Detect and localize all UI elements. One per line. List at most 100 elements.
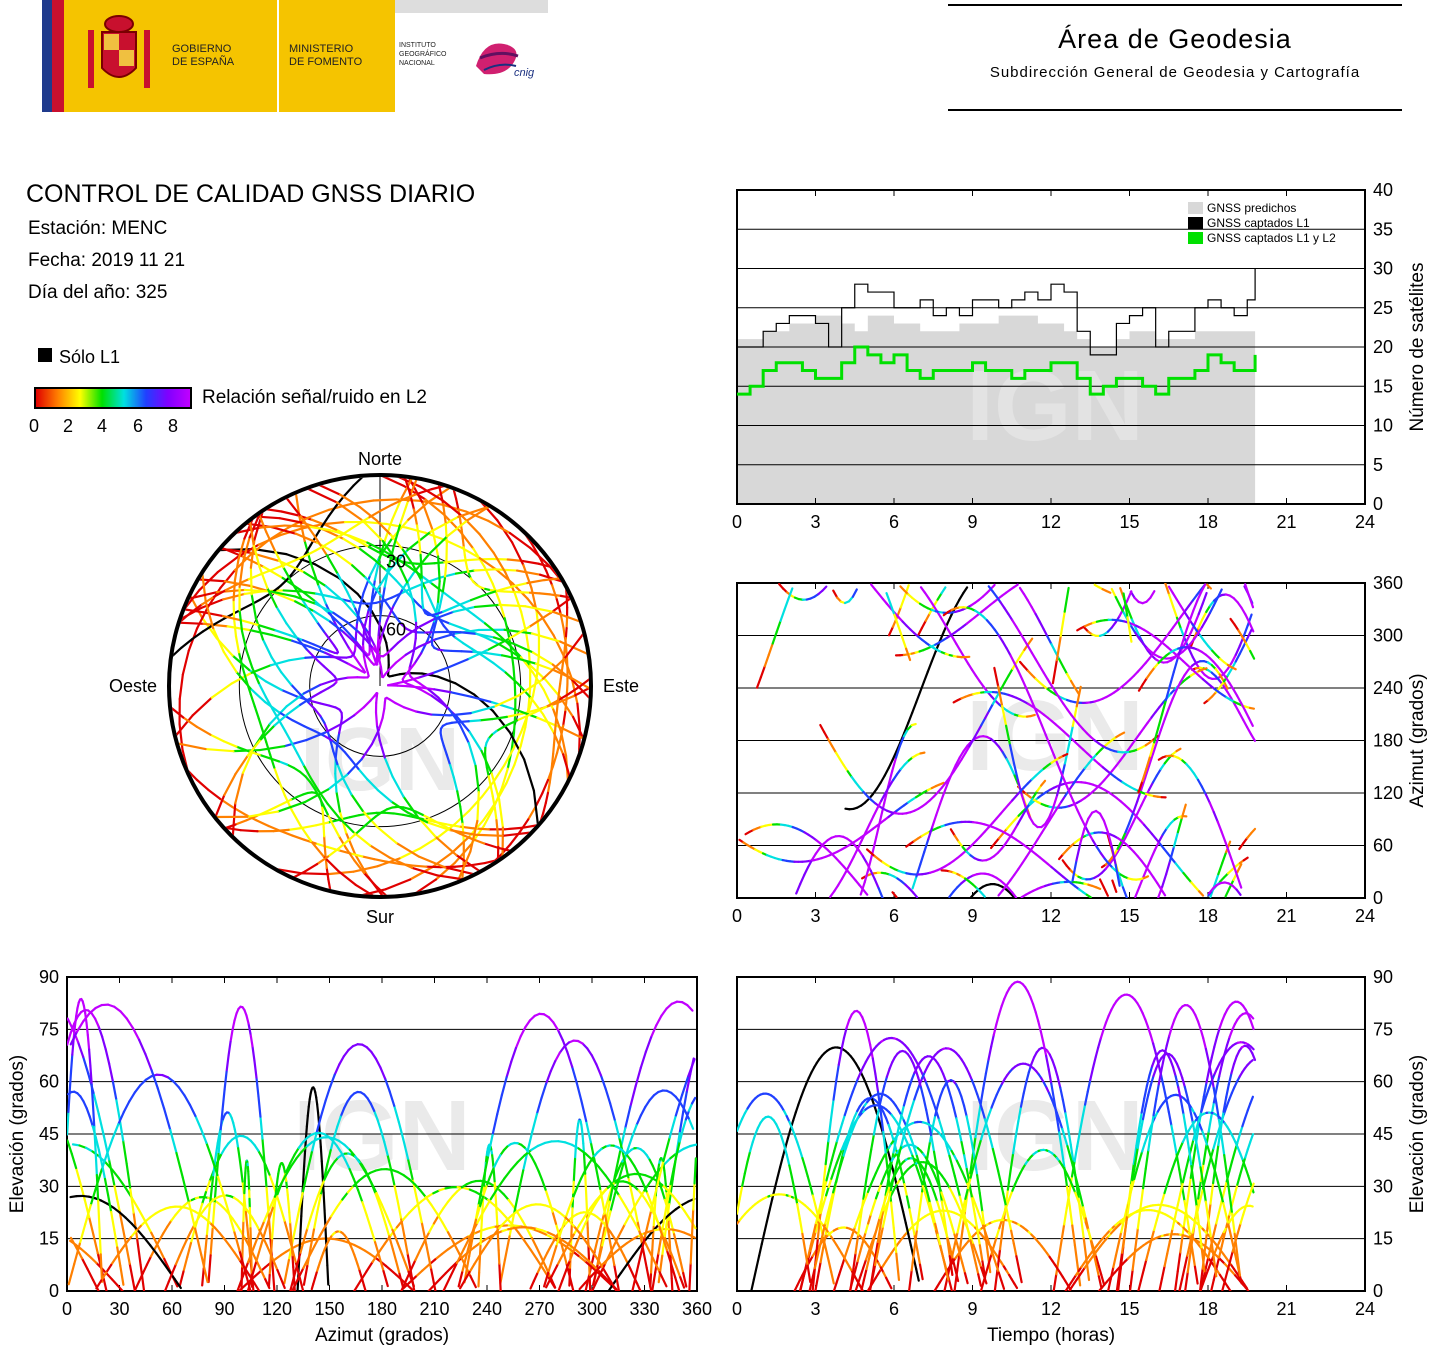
az-sat-track — [1050, 684, 1057, 693]
et-sat-track — [1058, 1131, 1063, 1152]
et-sat-track — [1081, 1213, 1087, 1224]
az-sat-track — [1172, 831, 1180, 848]
polar-sat-track — [366, 630, 376, 647]
polar-sat-track — [340, 634, 350, 649]
ea-sat-track — [609, 1193, 616, 1213]
ea-sat-track — [75, 1246, 84, 1260]
polar-sat-track — [226, 625, 252, 632]
polar-sat-track — [433, 617, 439, 629]
ea-sat-track — [641, 1180, 648, 1193]
ea-sat-track — [563, 1208, 570, 1222]
ea-sat-track — [610, 1235, 620, 1252]
ea-sat-track — [253, 1143, 260, 1152]
polar-sat-track — [534, 705, 548, 714]
ea-sat-track — [551, 1210, 558, 1225]
et-sat-track — [992, 1235, 998, 1247]
ea-sat-track — [300, 1145, 309, 1153]
ea-sat-track — [668, 1114, 677, 1139]
az-sat-track — [903, 584, 910, 598]
polar-sat-track — [348, 632, 358, 644]
polar-sat-track — [385, 604, 395, 623]
az-sat-track — [1032, 790, 1039, 799]
az-sat-track — [1126, 743, 1133, 752]
ea-sat-track — [289, 1231, 293, 1246]
polar-sat-track — [512, 730, 523, 751]
polar-sat-track — [321, 803, 329, 816]
az-sat-track — [899, 595, 906, 609]
az-sat-track — [1063, 586, 1070, 613]
ea-sat-track — [395, 1218, 405, 1229]
ea-sat-track — [451, 1190, 459, 1198]
x-tick-label: 6 — [889, 512, 899, 532]
az-sat-track — [891, 773, 899, 782]
ea-sat-track — [125, 1017, 135, 1030]
polar-sat-track — [510, 649, 515, 669]
ea-sat-track — [660, 1007, 668, 1017]
et-sat-track — [1249, 1095, 1254, 1105]
l1-only-swatch — [38, 348, 52, 362]
et-sat-track — [979, 1280, 985, 1291]
az-sat-track — [1145, 857, 1153, 870]
az-sat-track — [783, 597, 790, 611]
ea-sat-track — [584, 1184, 588, 1201]
polar-sat-track — [354, 621, 359, 636]
ea-sat-track — [84, 1251, 93, 1259]
polar-sat-track — [557, 682, 562, 694]
polar-sat-track — [204, 600, 215, 630]
et-sat-track — [1133, 1168, 1138, 1181]
et-sat-track — [776, 1166, 782, 1179]
ea-sat-track — [610, 1281, 618, 1291]
az-sat-track — [883, 767, 890, 777]
az-sat-track — [836, 877, 844, 887]
polar-sat-track — [274, 629, 292, 637]
header-gray-bar — [395, 0, 548, 13]
az-sat-track — [1235, 888, 1242, 896]
az-sat-track — [905, 647, 912, 662]
ea-sat-track — [116, 1246, 122, 1268]
et-sat-track — [1197, 1179, 1202, 1200]
ea-sat-track — [653, 1195, 657, 1208]
polar-sat-track — [304, 655, 321, 659]
ea-sat-track — [339, 1107, 346, 1118]
polar-sat-track — [348, 814, 361, 819]
ea-sat-track — [253, 1059, 258, 1079]
ign-watermark: IGN — [966, 350, 1144, 462]
az-sat-track — [1147, 752, 1155, 768]
az-sat-track — [827, 738, 834, 748]
et-sat-track — [907, 1232, 913, 1247]
az-sat-track — [1017, 862, 1024, 871]
et-sat-track — [1081, 1103, 1087, 1120]
az-sat-track — [948, 770, 955, 779]
az-sat-track — [1134, 627, 1141, 639]
az-sat-track — [810, 852, 817, 862]
polar-sat-track — [360, 649, 369, 659]
polar-sat-track — [222, 650, 238, 674]
polar-sat-track — [441, 499, 464, 518]
polar-sat-track — [241, 536, 251, 564]
az-sat-track — [984, 709, 991, 720]
legend-swatch — [1188, 232, 1203, 244]
az-sat-track — [1050, 643, 1057, 653]
polar-sat-track — [438, 592, 444, 608]
az-sat-track — [1130, 625, 1137, 634]
ea-sat-track — [88, 1216, 95, 1237]
az-sat-track — [885, 592, 892, 605]
az-sat-track — [936, 592, 943, 601]
az-sat-track — [1181, 639, 1189, 649]
polar-sat-track — [435, 874, 466, 881]
ea-sat-track — [315, 1115, 323, 1135]
az-sat-track — [1067, 724, 1074, 747]
polar-sat-track — [335, 552, 354, 567]
ea-sat-track — [257, 1220, 266, 1236]
az-sat-track — [1056, 800, 1063, 810]
polar-sat-track — [257, 512, 268, 534]
polar-sat-track — [343, 750, 353, 761]
et-sat-track — [1076, 1198, 1082, 1208]
az-sat-track — [1183, 611, 1190, 620]
ea-sat-track — [292, 1213, 300, 1239]
az-sat-track — [1145, 754, 1152, 770]
ea-sat-track — [396, 1242, 405, 1259]
ea-sat-track — [668, 1208, 678, 1216]
ea-sat-track — [446, 1195, 454, 1203]
ea-sat-track — [158, 1232, 165, 1242]
